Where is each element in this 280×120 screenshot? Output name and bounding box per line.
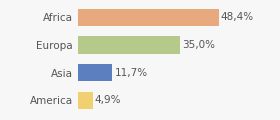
- Bar: [78, 36, 180, 54]
- Text: 11,7%: 11,7%: [115, 68, 148, 78]
- Text: 4,9%: 4,9%: [95, 95, 122, 105]
- Text: 35,0%: 35,0%: [182, 40, 215, 50]
- Bar: [78, 92, 93, 109]
- Bar: [78, 9, 219, 26]
- Bar: [78, 64, 112, 81]
- Text: 48,4%: 48,4%: [221, 12, 254, 22]
